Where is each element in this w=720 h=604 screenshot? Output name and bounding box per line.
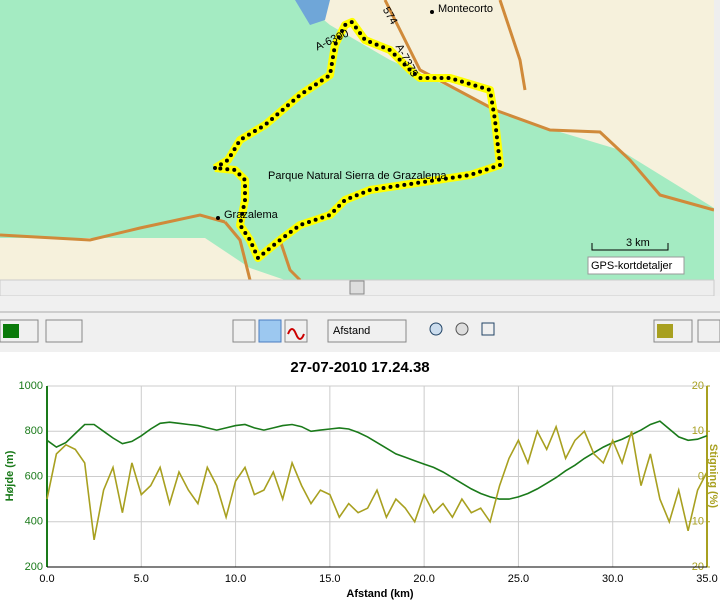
series-line: [46, 420, 708, 500]
x-tick-label: 35.0: [696, 573, 717, 585]
y-tick-label: 400: [25, 516, 43, 528]
y2-tick-label: 20: [692, 380, 704, 392]
scale-bar: [591, 243, 669, 251]
attribution: GPS-kortdetaljer: [591, 260, 673, 272]
map-label: Parque Natural Sierra de Grazalema: [268, 170, 447, 182]
x-tick-label: 15.0: [319, 573, 340, 585]
y-axis-label: Højde (m): [4, 450, 16, 501]
y2-axis-label: Stigning (%): [707, 444, 719, 508]
color-picker[interactable]: [0, 319, 39, 343]
x-axis-label: Afstand (km): [346, 588, 414, 600]
mode-label: Afstand: [333, 325, 370, 337]
zoom-in[interactable]: [429, 322, 443, 336]
x-tick-label: 20.0: [413, 573, 434, 585]
tool-button[interactable]: [284, 319, 308, 343]
x-tick-label: 0.0: [39, 573, 54, 585]
zoom-fit[interactable]: [481, 322, 495, 336]
y2-tick-label: 10: [692, 425, 704, 437]
x-tick-label: 10.0: [225, 573, 246, 585]
map-label: Grazalema: [224, 209, 279, 221]
tool-button[interactable]: [258, 319, 282, 343]
dropdown[interactable]: [45, 319, 83, 343]
zoom-out[interactable]: [455, 322, 469, 336]
x-tick-label: 25.0: [508, 573, 529, 585]
y-tick-label: 800: [25, 425, 43, 437]
series-line: [46, 424, 708, 541]
tool-button[interactable]: [232, 319, 256, 343]
scale-label: 3 km: [626, 237, 650, 249]
color-picker[interactable]: [653, 319, 693, 343]
y2-tick-label: 0: [698, 470, 704, 482]
y-tick-label: 600: [25, 470, 43, 482]
x-tick-label: 30.0: [602, 573, 623, 585]
dropdown[interactable]: [697, 319, 720, 343]
y-tick-label: 200: [25, 561, 43, 573]
chart-title: 27-07-2010 17.24.38: [290, 359, 429, 376]
y-tick-label: 1000: [19, 380, 43, 392]
y2-tick-label: -10: [688, 516, 704, 528]
scrollbar-vertical[interactable]: [714, 0, 720, 296]
profile-chart: 27-07-2010 17.24.38 Afstand (km) Højde (…: [4, 359, 719, 600]
x-tick-label: 5.0: [134, 573, 149, 585]
map[interactable]: Montecorto 574 A-6300 A-7375 Parque Natu…: [0, 0, 715, 282]
scroll-thumb[interactable]: [349, 280, 365, 295]
mode-dropdown[interactable]: [327, 319, 407, 343]
map-label: Montecorto: [438, 3, 493, 15]
